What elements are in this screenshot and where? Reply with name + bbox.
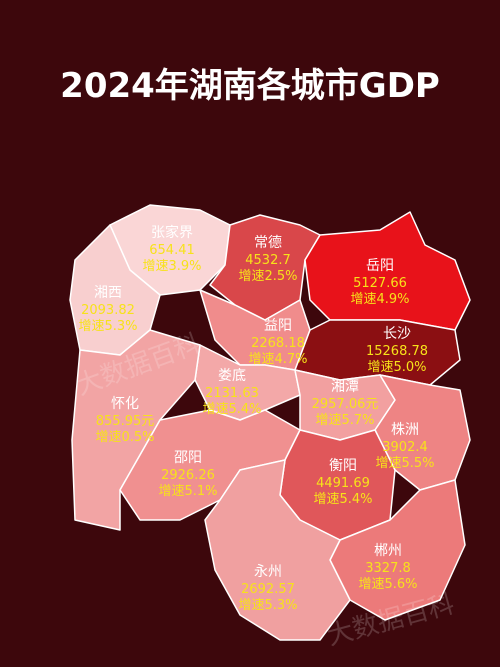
- region-name: 常德: [254, 235, 282, 251]
- region-growth: 增速5.5%: [375, 456, 434, 471]
- region-name: 益阳: [264, 318, 292, 334]
- region-gdp: 2692.57: [241, 582, 295, 597]
- region-gdp: 3327.8: [365, 561, 411, 576]
- region-gdp: 2268.18: [251, 336, 305, 351]
- region-gdp: 2093.82: [81, 303, 135, 318]
- region-name: 湘西: [94, 285, 122, 301]
- region-gdp: 654.41: [149, 243, 195, 258]
- region-name: 娄底: [218, 368, 246, 384]
- region-name: 湘潭: [331, 378, 359, 395]
- region-name: 永州: [254, 564, 282, 580]
- region-gdp: 2957.06元: [312, 397, 379, 412]
- region-gdp: 5127.66: [353, 276, 407, 291]
- map: [69, 204, 471, 641]
- title: 2024年湖南各城市GDP: [60, 66, 440, 106]
- region-growth: 增速0.5%: [95, 430, 154, 445]
- region-name: 岳阳: [366, 258, 394, 274]
- region-gdp: 4532.7: [245, 253, 291, 268]
- region-name: 长沙: [383, 326, 411, 342]
- region-shape: [204, 459, 351, 641]
- region-growth: 增速3.9%: [142, 259, 201, 274]
- region-growth: 增速5.7%: [315, 413, 374, 428]
- region-growth: 增速5.4%: [202, 402, 261, 417]
- region-growth: 增速5.0%: [367, 360, 426, 375]
- region-name: 张家界: [151, 224, 193, 241]
- region-shape: [194, 344, 301, 421]
- region-gdp: 3902.4: [382, 440, 428, 455]
- region-growth: 增速5.4%: [313, 492, 372, 507]
- region-name: 衡阳: [329, 458, 357, 474]
- region-name: 邵阳: [174, 450, 202, 466]
- region-gdp: 4491.69: [316, 476, 370, 491]
- region-growth: 增速5.1%: [158, 484, 217, 499]
- region-gdp: 2926.26: [161, 468, 215, 483]
- region-shape: [304, 211, 471, 331]
- region-growth: 增速5.3%: [238, 598, 297, 613]
- region-growth: 增速2.5%: [238, 269, 297, 284]
- region-gdp: 855.95元: [96, 414, 155, 429]
- region-name: 郴州: [374, 543, 402, 559]
- region-growth: 增速5.3%: [78, 319, 137, 334]
- region-name: 怀化: [111, 396, 139, 412]
- region-growth: 增速5.6%: [358, 577, 417, 592]
- region-name: 株洲: [391, 422, 419, 438]
- region-gdp: 2131.63: [205, 386, 259, 401]
- region-growth: 增速4.7%: [248, 352, 307, 367]
- region-growth: 增速4.9%: [350, 292, 409, 307]
- labels: 张家界654.41增速3.9%常德4532.7增速2.5%岳阳5127.66增速…: [78, 224, 434, 613]
- region-gdp: 15268.78: [366, 344, 428, 359]
